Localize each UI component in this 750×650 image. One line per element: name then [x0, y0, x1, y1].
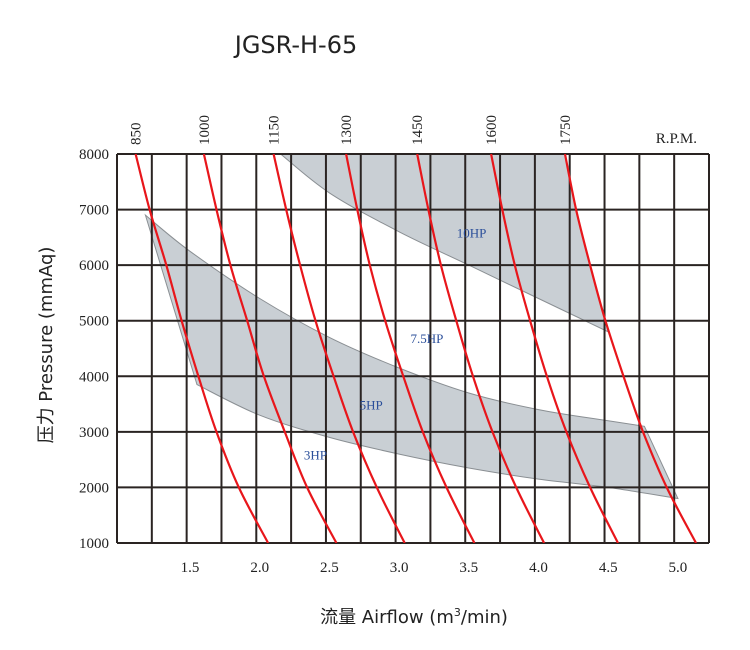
y-tick-label: 7000: [79, 203, 109, 219]
rpm-label-1150: 1150: [267, 116, 283, 145]
rpm-curve-1750: [563, 154, 697, 543]
rpm-curve-1600: [490, 154, 619, 543]
rpm-label-1600: 1600: [484, 115, 500, 145]
rpm-label-1300: 1300: [339, 115, 355, 145]
band-7-5hp-10hp: [279, 154, 609, 333]
y-tick-label: 5000: [79, 314, 109, 330]
y-tick-labels: 1000 2000 3000 4000 5000 6000 7000 8000: [79, 147, 109, 552]
chart-title: JGSR-H-65: [233, 31, 358, 59]
rpm-curve-1150: [272, 154, 406, 543]
rpm-label-850: 850: [129, 123, 145, 146]
rpm-axis-label: R.P.M.: [656, 131, 697, 147]
x-tick-label: 3.5: [459, 560, 478, 576]
rpm-label-1750: 1750: [558, 115, 574, 145]
y-tick-label: 8000: [79, 147, 109, 163]
x-tick-label: 2.0: [250, 560, 269, 576]
x-tick-label: 5.0: [669, 560, 688, 576]
x-tick-label: 1.5: [181, 560, 200, 576]
y-axis-label: 压力 Pressure (mmAq): [36, 247, 57, 444]
y-tick-label: 1000: [79, 536, 109, 552]
rpm-curve-1300: [345, 154, 476, 543]
hp-labels: 10HP 7.5HP 5HP 3HP: [304, 225, 487, 462]
hp-label: 5HP: [360, 398, 383, 413]
rpm-label-1000: 1000: [197, 115, 213, 145]
rpm-curves: [134, 154, 697, 543]
x-tick-label: 2.5: [320, 560, 339, 576]
y-tick-label: 6000: [79, 258, 109, 274]
rpm-curve-1000: [202, 154, 338, 543]
rpm-label-1450: 1450: [410, 115, 426, 145]
y-tick-label: 3000: [79, 425, 109, 441]
rpm-curve-850: [134, 154, 270, 543]
hp-label: 3HP: [304, 448, 327, 463]
rpm-labels: 850 1000 1150 1300 1450 1600 1750: [129, 115, 574, 145]
grid: [116, 153, 710, 544]
x-tick-labels: 1.5 2.0 2.5 3.0 3.5 4.0 4.5 5.0: [181, 560, 688, 576]
rpm-curve-1450: [416, 154, 546, 543]
x-tick-label: 3.0: [390, 560, 409, 576]
power-bands: [144, 154, 679, 500]
y-tick-label: 2000: [79, 480, 109, 496]
x-axis-label: 流量 Airflow (m3/min): [320, 606, 508, 628]
hp-label: 10HP: [457, 225, 487, 240]
y-tick-label: 4000: [79, 369, 109, 385]
x-tick-label: 4.5: [599, 560, 618, 576]
hp-label: 7.5HP: [411, 331, 444, 346]
x-tick-label: 4.0: [529, 560, 548, 576]
